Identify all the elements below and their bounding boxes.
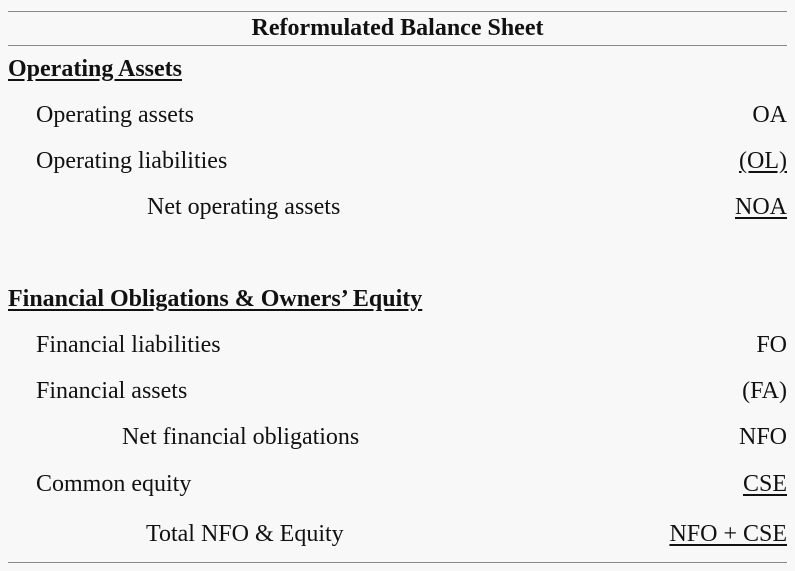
row-label-financial-liabilities: Financial liabilities [36, 332, 221, 358]
row-label-operating-liabilities: Operating liabilities [36, 148, 228, 174]
row-value-financial-liabilities: FO [756, 332, 787, 358]
title-rule [8, 45, 787, 46]
row-label-net-operating-assets: Net operating assets [147, 194, 341, 220]
top-rule [8, 11, 787, 12]
row-label-net-financial-obligations: Net financial obligations [122, 424, 360, 450]
row-value-common-equity: CSE [742, 471, 787, 497]
row-value-operating-liabilities: (OL) [739, 148, 787, 174]
row-label-total-nfo-equity: Total NFO & Equity [146, 521, 344, 547]
row-value-net-operating-assets: NOA [735, 194, 787, 220]
row-label-common-equity: Common equity [36, 471, 192, 497]
row-label-financial-assets: Financial assets [36, 378, 188, 404]
bottom-rule [8, 562, 787, 563]
row-value-net-financial-obligations: NFO [738, 424, 787, 450]
row-value-total-nfo-equity: NFO + CSE [669, 521, 787, 547]
section-heading-operating: Operating Assets [8, 56, 182, 82]
row-value-financial-assets: (FA) [742, 378, 787, 404]
page-title: Reformulated Balance Sheet [251, 15, 544, 41]
section-heading-financial: Financial Obligations & Owners’ Equity [8, 286, 423, 312]
row-value-operating-assets: OA [752, 102, 787, 128]
row-label-operating-assets: Operating assets [36, 102, 194, 128]
